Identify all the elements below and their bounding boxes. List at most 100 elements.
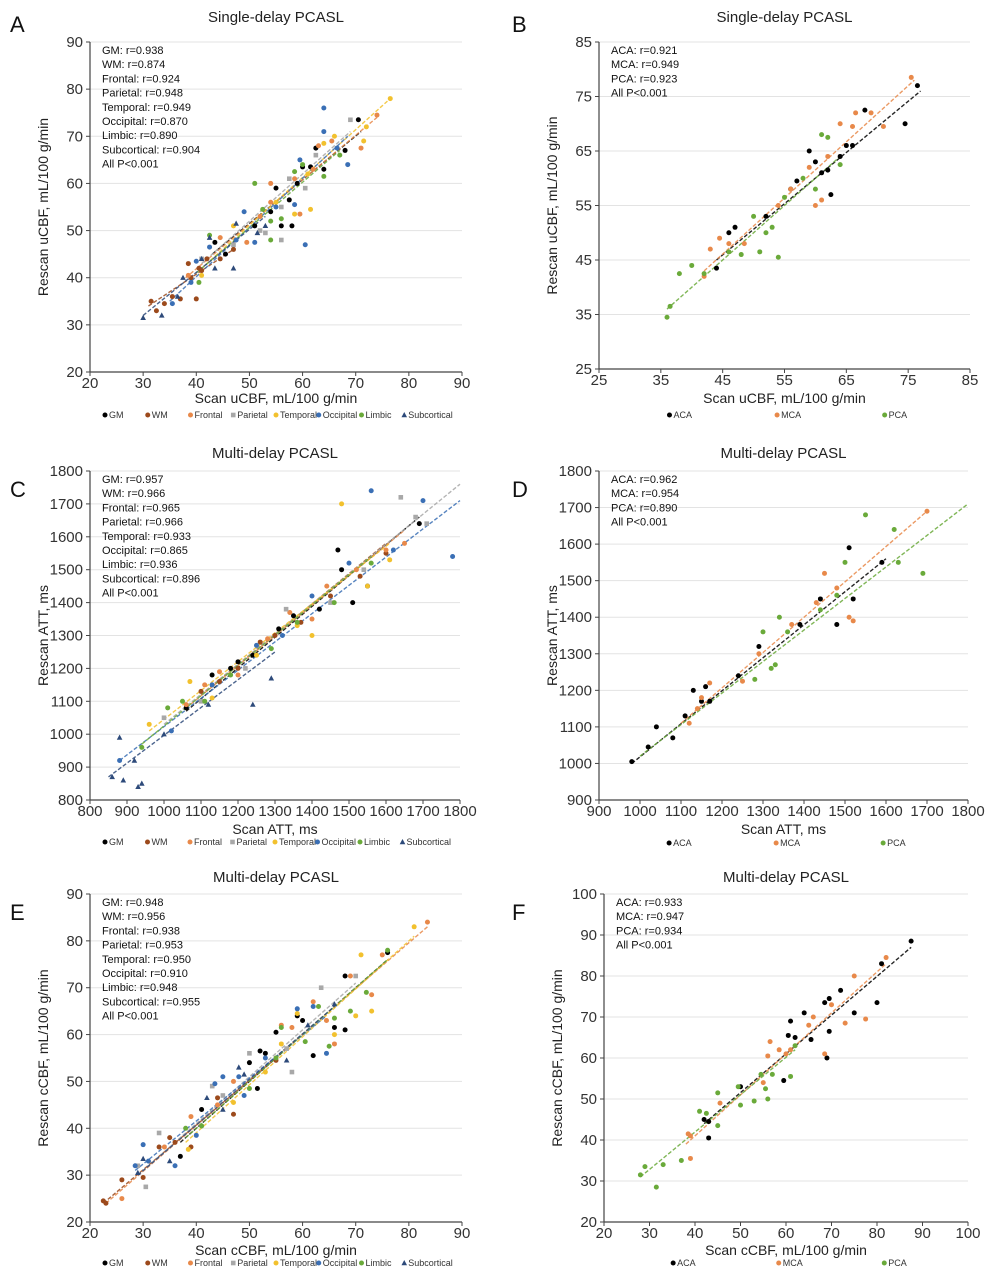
- legend-marker-icon: [401, 412, 408, 418]
- x-tick-label: 1700: [910, 803, 943, 820]
- data-point-pca: [763, 230, 769, 236]
- data-point-limbic: [183, 1125, 189, 1131]
- data-point-mca: [694, 706, 700, 712]
- data-point-pca: [768, 665, 774, 671]
- y-tick-label: 50: [66, 1073, 83, 1090]
- data-point-mca: [775, 203, 781, 208]
- y-tick-label: 1300: [50, 628, 83, 645]
- data-point-subcortical: [250, 701, 256, 707]
- data-point-limbic: [165, 705, 171, 711]
- data-point-wm: [357, 573, 363, 579]
- data-point-mca: [783, 1051, 789, 1057]
- data-point-mca: [819, 197, 825, 203]
- legend-marker-icon: [316, 1260, 322, 1266]
- data-point-occipital: [168, 728, 174, 734]
- data-point-aca: [706, 1119, 712, 1125]
- data-point-occipital: [193, 258, 199, 264]
- x-tick-label: 30: [641, 1225, 658, 1242]
- data-point-subcortical: [233, 220, 239, 226]
- legend-marker-icon: [359, 412, 364, 418]
- data-point-wm: [272, 633, 278, 638]
- data-point-gm: [342, 973, 348, 979]
- correlation-stat: PCA: r=0.934: [616, 925, 682, 937]
- y-tick-label: 1400: [50, 595, 83, 612]
- correlation-stat: All P<0.001: [102, 588, 159, 600]
- data-point-mca: [686, 720, 692, 726]
- y-tick-label: 80: [580, 968, 597, 985]
- data-point-occipital: [132, 1163, 138, 1169]
- data-point-aca: [735, 673, 741, 679]
- data-point-aca: [670, 735, 676, 741]
- data-point-pca: [715, 1123, 721, 1129]
- x-tick-label: 40: [188, 375, 205, 392]
- data-point-mca: [837, 121, 843, 127]
- data-point-occipital: [145, 1158, 151, 1164]
- data-point-pca: [697, 1108, 703, 1114]
- data-point-pca: [667, 303, 673, 309]
- x-tick-label: 50: [732, 1225, 749, 1242]
- data-point-temporal: [331, 133, 337, 139]
- data-point-frontal: [347, 973, 353, 979]
- legend-marker-icon: [273, 1260, 279, 1266]
- data-point-occipital: [188, 279, 194, 285]
- data-point-occipital: [193, 1132, 199, 1138]
- correlation-stat: GM: r=0.948: [102, 897, 163, 909]
- legend-marker-icon: [882, 412, 888, 418]
- legend-item-parietal: Parietal: [230, 1258, 268, 1268]
- correlation-stat: Parietal: r=0.948: [102, 88, 183, 100]
- legend-marker-icon: [188, 1260, 193, 1266]
- data-point-mca: [842, 1020, 848, 1026]
- x-tick-label: 45: [714, 372, 731, 389]
- panel-letter: C: [10, 477, 26, 502]
- data-point-aca: [645, 744, 651, 750]
- data-point-aca: [808, 1037, 814, 1043]
- data-point-aca: [806, 148, 812, 154]
- y-tick-label: 90: [580, 927, 597, 944]
- data-point-wm: [161, 301, 167, 307]
- legend-item-occipital: Occipital: [315, 837, 356, 847]
- data-point-aca: [690, 687, 696, 693]
- data-point-wm: [167, 1135, 173, 1141]
- legend-item-gm: GM: [102, 837, 124, 847]
- data-point-aca: [732, 224, 738, 230]
- legend-item-mca: MCA: [776, 1258, 803, 1268]
- legend-marker-icon: [145, 839, 150, 845]
- data-point-gm: [278, 223, 284, 229]
- data-point-subcortical: [331, 1001, 338, 1007]
- y-tick-label: 25: [575, 361, 592, 378]
- data-point-pca: [842, 559, 848, 565]
- data-point-wm: [198, 688, 204, 694]
- data-point-pca: [758, 1071, 764, 1077]
- legend-marker-icon: [773, 840, 779, 846]
- data-point-occipital: [292, 202, 298, 208]
- data-point-aca: [837, 153, 843, 159]
- data-point-gm: [199, 1107, 205, 1113]
- data-point-gm: [177, 1153, 183, 1159]
- data-point-frontal: [161, 1144, 167, 1150]
- data-point-wm: [193, 296, 199, 302]
- data-point-limbic: [300, 162, 306, 168]
- data-point-gm: [342, 1027, 348, 1033]
- legend-label: PCA: [887, 838, 906, 848]
- data-point-aca: [834, 622, 840, 628]
- data-point-gm: [289, 223, 295, 229]
- legend-marker-icon: [273, 412, 279, 418]
- x-tick-label: 80: [401, 375, 418, 392]
- data-point-gm: [252, 223, 258, 229]
- x-tick-label: 1500: [828, 803, 861, 820]
- trendline-occipital: [169, 135, 349, 302]
- data-point-gm: [262, 1050, 268, 1056]
- data-point-mca: [880, 123, 886, 129]
- data-point-gm: [335, 547, 341, 553]
- data-point-wm: [328, 593, 333, 599]
- y-tick-label: 1000: [559, 755, 592, 772]
- legend-label: WM: [152, 837, 168, 847]
- data-point-aca: [819, 170, 825, 176]
- data-point-parietal: [220, 1093, 226, 1098]
- legend-label: MCA: [781, 410, 801, 420]
- x-axis-label: Scan uCBF, mL/100 g/min: [703, 390, 866, 406]
- data-point-aca: [825, 167, 831, 173]
- data-point-wm: [215, 1095, 221, 1101]
- correlation-stat: ACA: r=0.933: [616, 897, 682, 909]
- data-point-aca: [879, 559, 885, 565]
